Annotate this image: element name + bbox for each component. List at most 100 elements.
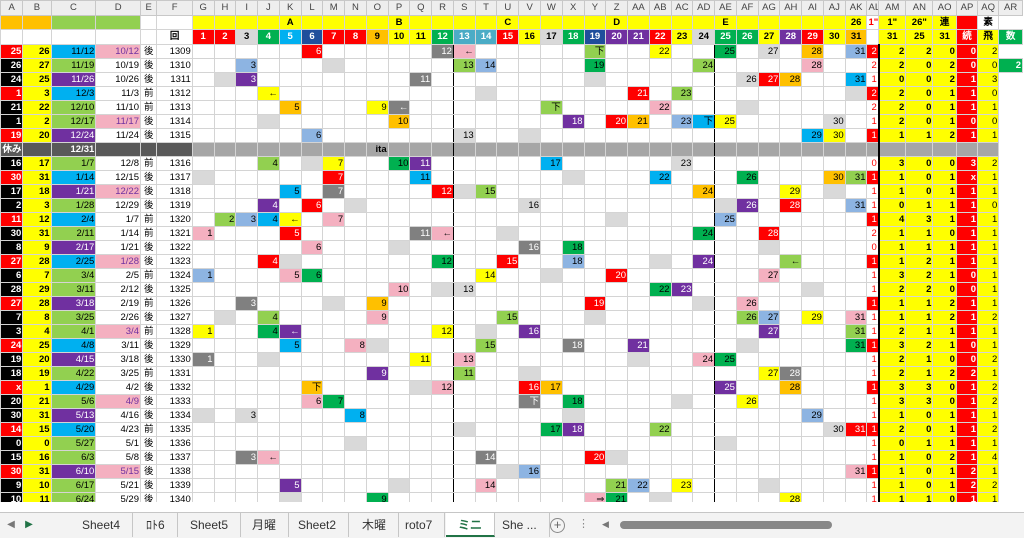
cell[interactable] [300,296,324,311]
cell[interactable] [540,310,563,325]
cell[interactable] [648,408,672,423]
cell[interactable] [278,394,302,409]
cell[interactable] [300,450,324,465]
cell[interactable] [452,422,476,437]
cell[interactable] [605,310,629,325]
cell[interactable] [583,198,607,213]
cell[interactable]: 1 [955,72,979,87]
cell[interactable] [365,380,389,395]
cell[interactable] [801,142,824,157]
cell[interactable] [322,422,346,437]
cell[interactable] [801,156,824,171]
cell[interactable] [648,296,672,311]
cell[interactable]: 16 [518,464,541,479]
cell[interactable]: 1317 [156,170,193,185]
cell[interactable] [757,240,781,255]
cell[interactable] [801,478,824,493]
cell[interactable] [496,464,520,479]
cell[interactable] [474,310,498,325]
number-header-cell[interactable] [0,29,24,45]
cell[interactable]: 1 [977,212,1000,227]
cell[interactable]: 31 [844,310,868,325]
cell[interactable] [648,226,672,241]
cell[interactable] [561,72,585,87]
cell[interactable]: 4/2 [95,380,141,395]
group-cell[interactable] [139,15,158,30]
cell[interactable]: 1 [955,254,979,269]
cell[interactable] [518,170,541,185]
number-header-cell[interactable]: 31 [932,29,957,45]
cell[interactable] [648,254,672,269]
cell[interactable]: 27 [22,58,52,73]
cell[interactable]: 後 [139,184,158,199]
cell[interactable] [387,380,411,395]
cell[interactable] [322,114,346,129]
cell[interactable]: 0 [955,58,979,73]
cell[interactable] [757,254,781,269]
cell[interactable]: 1 [866,254,880,269]
cell[interactable]: 0 [955,114,979,129]
plus-circle-icon[interactable]: + [550,518,565,533]
cell[interactable]: 1 [878,226,907,241]
cell[interactable] [866,142,880,157]
cell[interactable]: 28 [22,296,52,311]
cell[interactable] [735,380,759,395]
group-cell[interactable]: A [278,15,302,30]
column-header-ad[interactable]: AD [692,0,716,16]
cell[interactable]: 5/6 [50,394,97,409]
number-header-cell[interactable]: 31 [844,29,868,45]
cell[interactable] [409,366,433,381]
cell[interactable]: 3 [22,198,52,213]
cell[interactable] [518,128,541,143]
cell[interactable]: 2 [905,268,934,283]
cell[interactable]: 2 [977,380,1000,395]
column-header-s[interactable]: S [452,0,476,16]
cell[interactable] [387,212,411,227]
cell[interactable] [583,408,607,423]
cell[interactable] [365,226,389,241]
cell[interactable] [822,268,846,283]
cell[interactable]: 1328 [156,324,193,339]
cell[interactable]: 3 [878,268,907,283]
cell[interactable] [779,44,803,59]
cell[interactable] [627,492,650,502]
cell[interactable] [627,352,650,367]
cell[interactable] [735,408,759,423]
cell[interactable] [605,338,629,353]
column-header-e[interactable]: E [139,0,158,16]
cell[interactable]: 0 [905,478,934,493]
cell[interactable] [648,142,672,157]
cell[interactable] [583,394,607,409]
cell[interactable] [518,492,541,502]
cell[interactable] [670,44,694,59]
cell[interactable] [474,156,498,171]
number-header-cell[interactable]: 7 [322,29,346,45]
cell[interactable] [540,282,563,297]
cell[interactable] [387,436,411,451]
cell[interactable] [627,268,650,283]
cell[interactable]: 1319 [156,198,193,213]
cell[interactable] [300,408,324,423]
cell[interactable] [518,352,541,367]
cell[interactable] [452,268,476,283]
cell[interactable]: 1312 [156,86,193,101]
cell[interactable]: 0 [905,114,934,129]
cell[interactable] [409,240,433,255]
cell[interactable]: 1 [932,240,957,255]
cell[interactable] [627,100,650,115]
cell[interactable] [235,184,259,199]
cell[interactable] [714,142,737,157]
cell[interactable] [452,450,476,465]
cell[interactable]: 22 [648,100,672,115]
cell[interactable] [365,240,389,255]
cell[interactable]: 18 [561,240,585,255]
cell[interactable] [191,198,215,213]
cell[interactable] [257,268,280,283]
cell[interactable] [409,296,433,311]
cell[interactable]: 1/7 [50,156,97,171]
number-header-cell[interactable]: 25 [714,29,737,45]
cell[interactable] [300,282,324,297]
cell[interactable]: 1336 [156,436,193,451]
cell[interactable]: 1 [977,240,1000,255]
cell[interactable] [735,422,759,437]
